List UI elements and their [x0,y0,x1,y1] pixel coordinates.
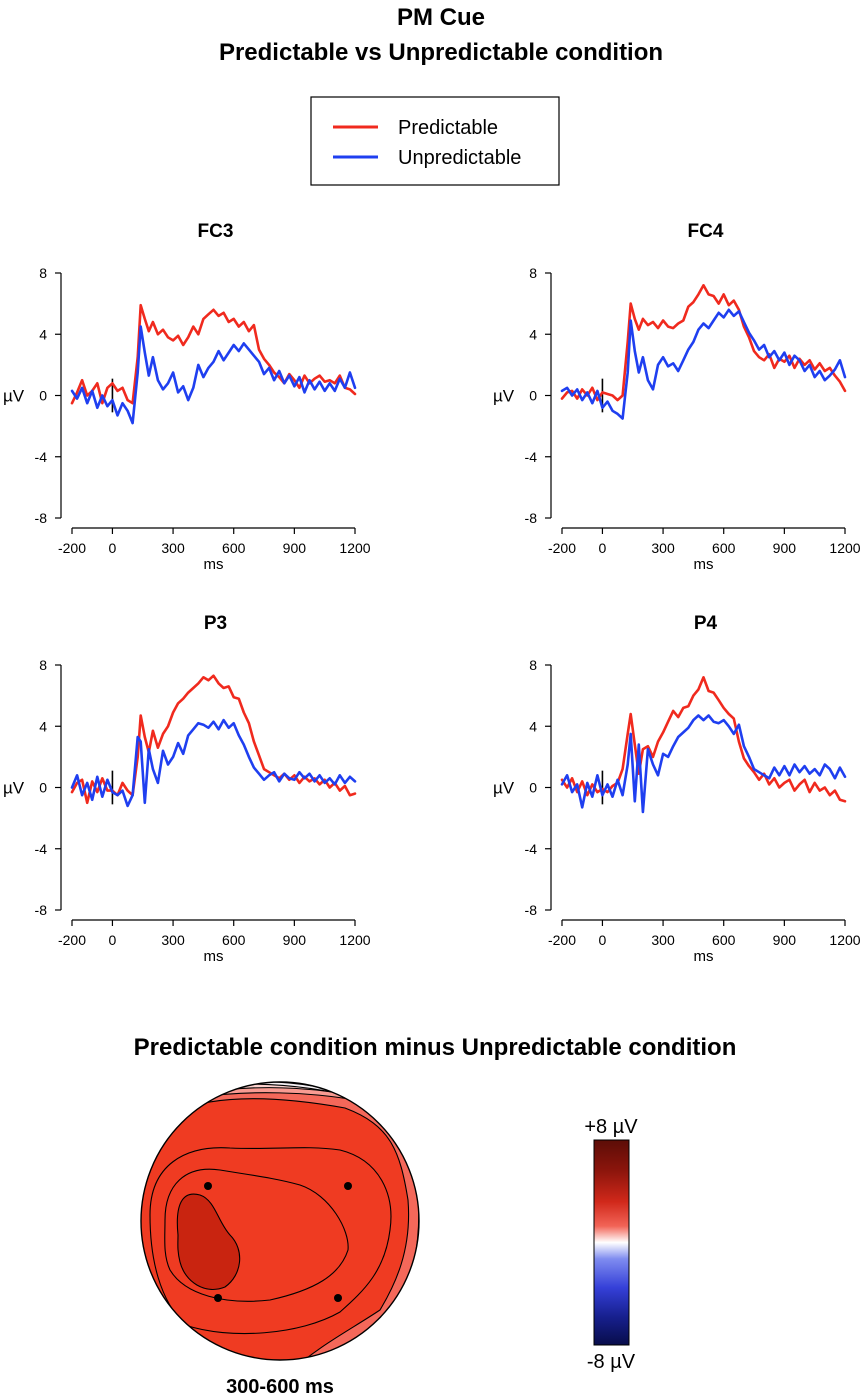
head-outline [140,1081,420,1361]
x-tick-label: 600 [222,540,246,556]
figure-title-line1: PM Cue [397,4,485,31]
x-tick-label: 900 [773,540,797,556]
trace-predictable [70,303,357,405]
x-tick-label: 600 [712,540,736,556]
x-tick-label: 0 [109,540,117,556]
topo-time-label: 300-600 ms [226,1376,334,1398]
x-tick-label: -200 [58,540,86,556]
x-tick-label: 1200 [829,540,860,556]
y-tick-label: -8 [35,510,48,526]
y-tick-label: -4 [525,449,538,465]
colorbar-max-label: +8 µV [584,1116,638,1138]
y-tick-label: -8 [35,902,48,918]
y-tick-label: -8 [525,510,538,526]
x-tick-label: 600 [712,932,736,948]
y-tick-label: 0 [39,780,47,796]
x-axis-label: ms [694,948,714,965]
x-tick-label: -200 [548,540,576,556]
electrode-fc3 [204,1182,212,1190]
x-tick-label: 0 [599,540,607,556]
x-tick-label: 1200 [339,540,370,556]
x-tick-label: 900 [283,932,307,948]
y-axis-label: µV [493,387,515,406]
x-tick-label: 0 [109,932,117,948]
x-tick-label: 1200 [339,932,370,948]
y-tick-label: -4 [35,449,48,465]
colorbar-min-label: -8 µV [587,1351,636,1373]
trace-unpredictable [560,308,847,420]
y-tick-label: 0 [529,780,537,796]
x-tick-label: 300 [651,540,675,556]
y-tick-label: 4 [529,326,537,342]
colorbar-gradient [593,1139,630,1346]
colorbar: +8 µV -8 µV [584,1116,638,1373]
x-tick-label: 300 [651,932,675,948]
x-tick-label: -200 [548,932,576,948]
y-tick-label: -4 [35,841,48,857]
y-tick-label: 8 [529,657,537,673]
scalp-topography-map [140,1081,420,1361]
trace-predictable [70,674,357,805]
y-tick-label: 8 [529,265,537,281]
x-axis-label: ms [694,556,714,573]
x-tick-label: 300 [161,540,185,556]
erp-panels: FC3 8 4 0 -4 -8 µV -200 0 300 600 900 1200 ms FC4 8 4 0 -4… [3,221,861,965]
trace-unpredictable [560,714,847,814]
y-tick-label: 4 [529,718,537,734]
topo-contour-2 [164,1168,349,1302]
panel-title-fc3: FC3 [198,221,234,242]
x-tick-label: 900 [773,932,797,948]
y-tick-label: -4 [525,841,538,857]
y-tick-label: 4 [39,326,47,342]
legend-box [310,96,560,186]
trace-unpredictable [70,325,357,425]
erp-panel-fc4: FC4 8 4 0 -4 -8 µV -200 0 300 600 900 1200 ms [493,221,861,573]
erp-panel-p4: P4 8 4 0 -4 -8 µV -200 0 300 600 900 1200 ms [493,613,861,965]
y-tick-label: 4 [39,718,47,734]
figure-title-line2: Predictable vs Unpredictable condition [219,39,663,66]
x-tick-label: 1200 [829,932,860,948]
electrode-p3 [214,1294,222,1302]
panel-title-p4: P4 [694,613,718,634]
y-tick-label: 8 [39,265,47,281]
y-tick-label: 8 [39,657,47,673]
erp-panel-p3: P3 8 4 0 -4 -8 µV -200 0 300 600 900 1200 ms [3,613,371,965]
y-axis-label: µV [3,779,25,798]
x-tick-label: 0 [599,932,607,948]
legend: Predictable Unpredictable [310,96,560,186]
panel-title-fc4: FC4 [688,221,724,242]
topo-base [141,1082,419,1360]
legend-label-predictable: Predictable [398,117,498,139]
x-tick-label: 600 [222,932,246,948]
y-axis-label: µV [3,387,25,406]
y-tick-label: -8 [525,902,538,918]
panel-title-p3: P3 [204,613,227,634]
x-tick-label: 900 [283,540,307,556]
electrode-p4 [334,1294,342,1302]
y-tick-label: 0 [529,388,537,404]
y-tick-label: 0 [39,388,47,404]
topo-title: Predictable condition minus Unpredictabl… [134,1034,737,1061]
trace-predictable [560,675,847,803]
trace-predictable [560,283,847,402]
erp-panel-fc3: FC3 8 4 0 -4 -8 µV -200 0 300 600 900 1200 ms [3,221,371,573]
x-axis-label: ms [204,948,224,965]
x-axis-label: ms [204,556,224,573]
electrode-fc4 [344,1182,352,1190]
topo-core [176,1193,241,1290]
y-axis-label: µV [493,779,515,798]
legend-label-unpredictable: Unpredictable [398,147,521,169]
x-tick-label: -200 [58,932,86,948]
trace-unpredictable [70,718,357,808]
x-tick-label: 300 [161,932,185,948]
